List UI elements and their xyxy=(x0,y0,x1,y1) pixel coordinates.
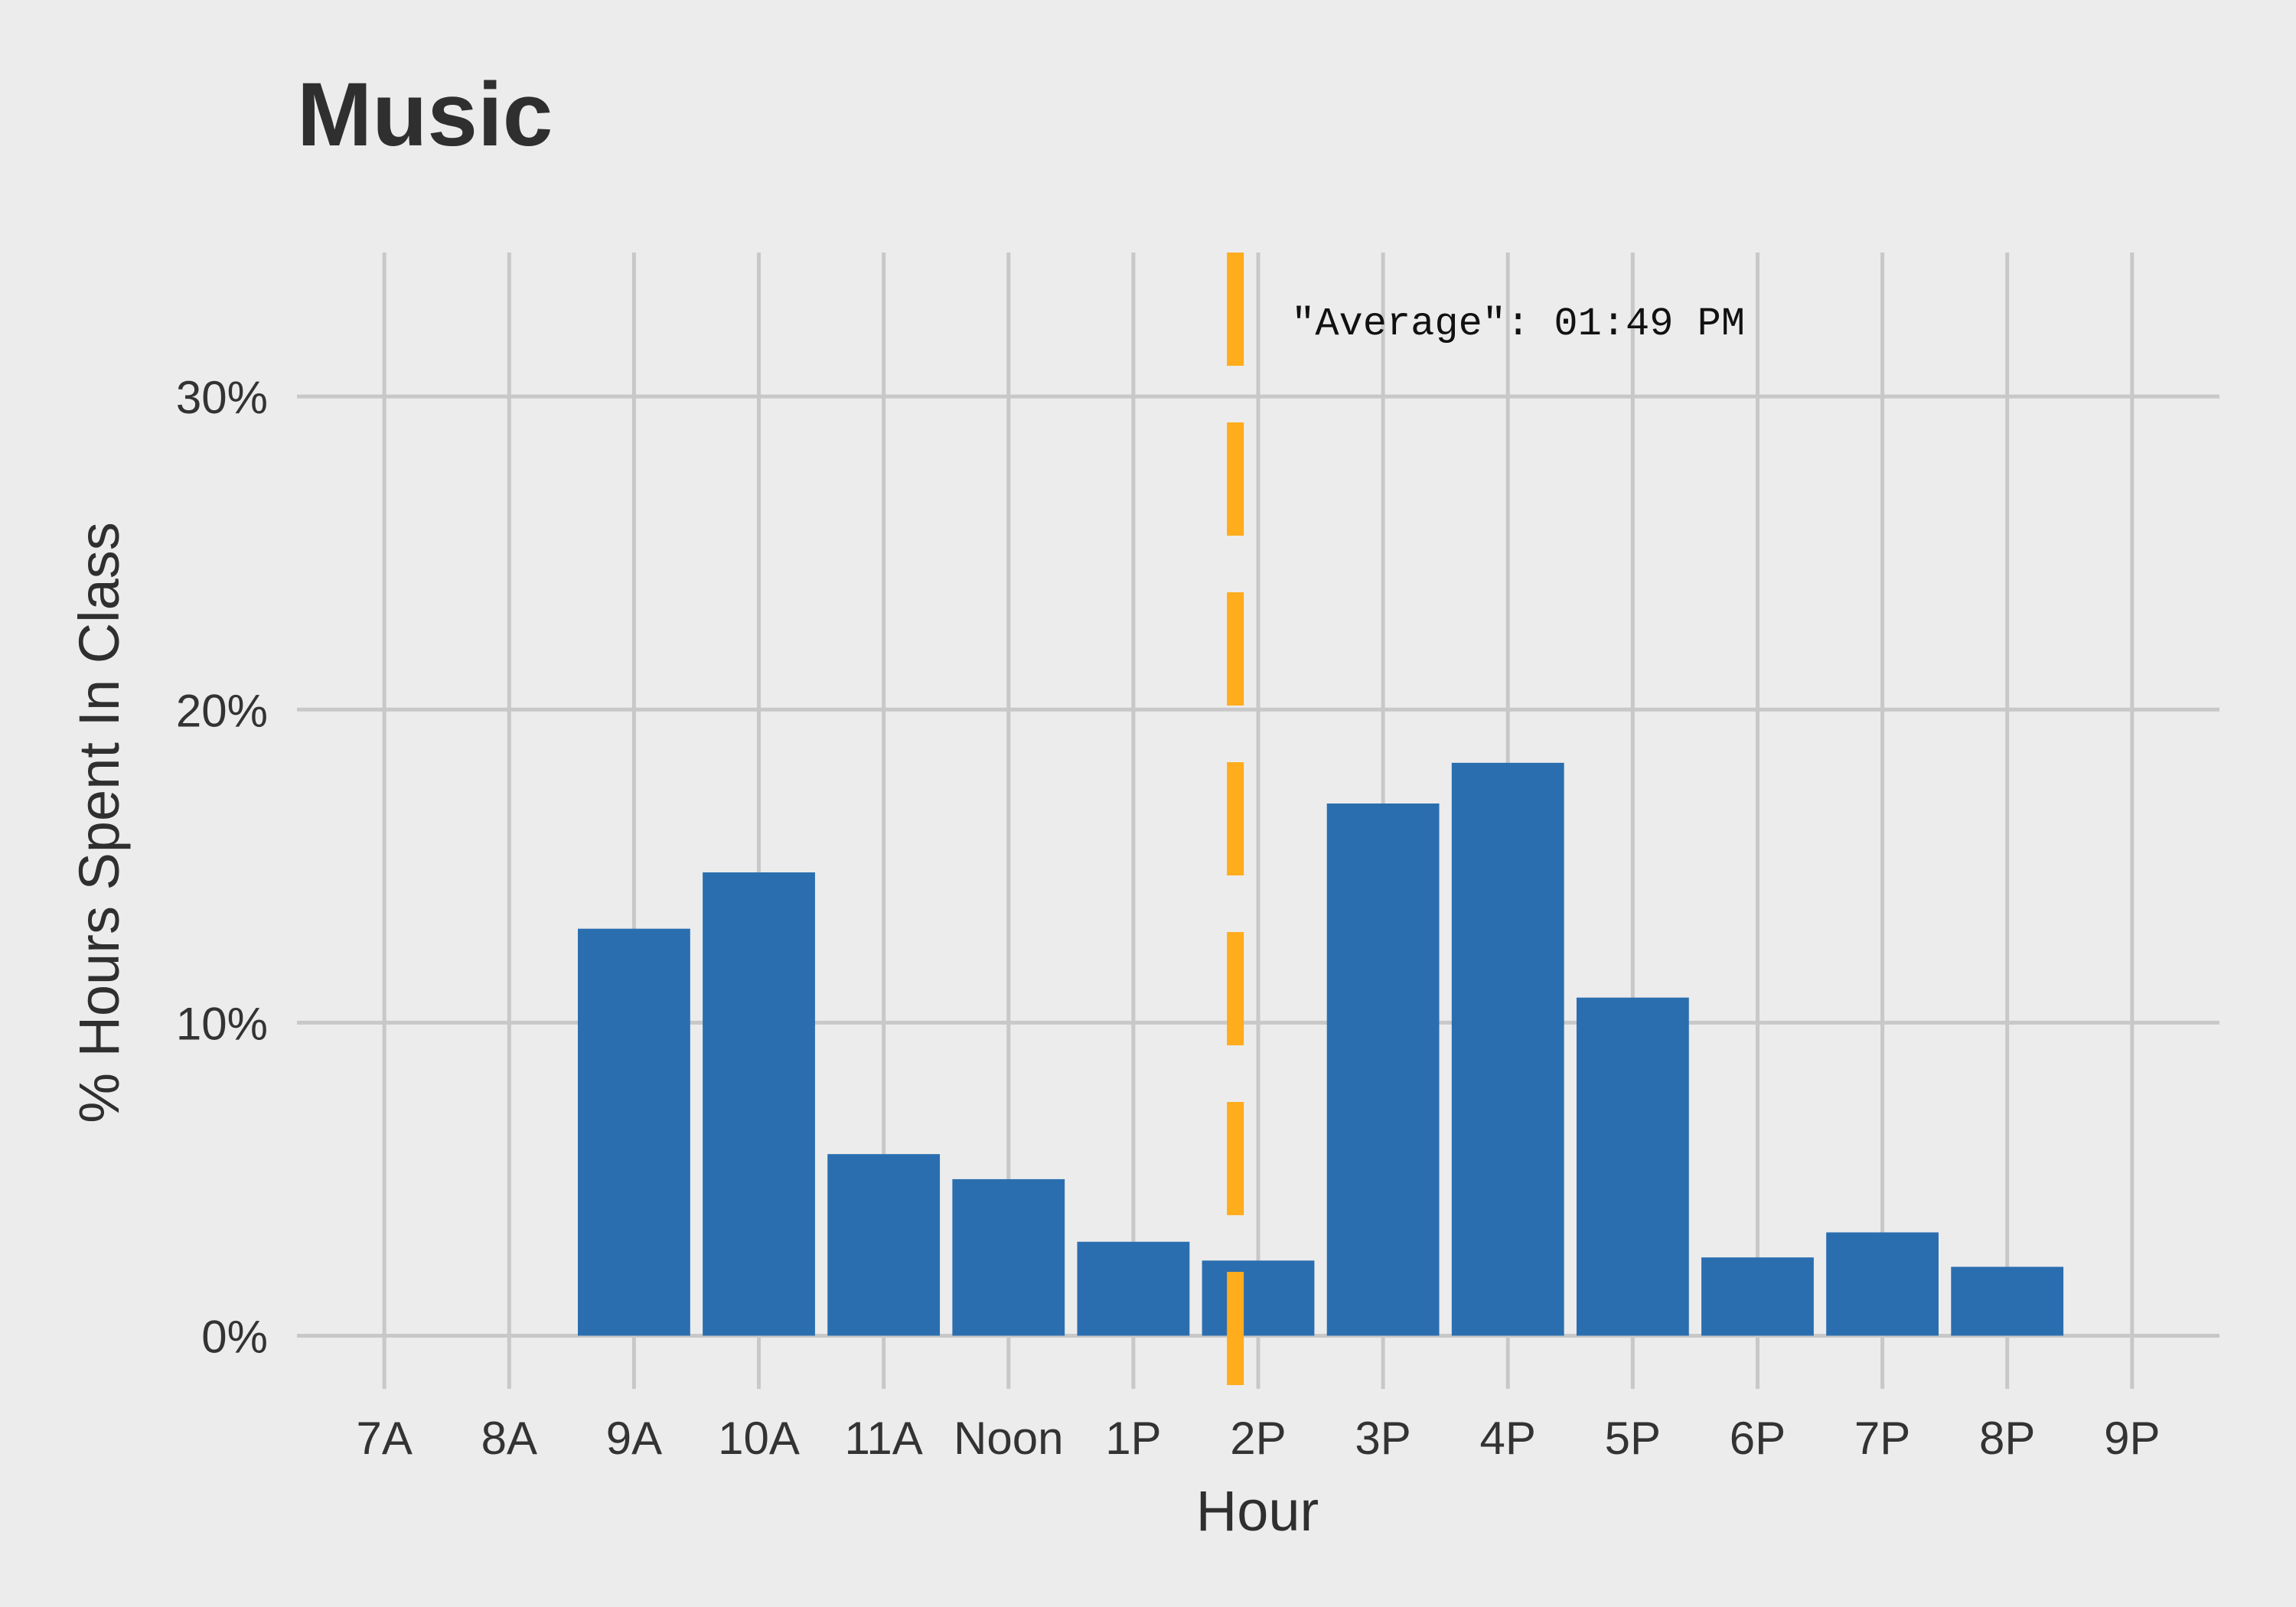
y-tick-label: 0% xyxy=(201,1311,268,1362)
bar xyxy=(1326,804,1440,1336)
average-marker: "Average": 01:49 PM xyxy=(1227,253,1745,1389)
x-tick-label: 2P xyxy=(1230,1413,1286,1464)
bar xyxy=(827,1154,941,1336)
chart-title: Music xyxy=(297,64,553,165)
x-tick-label: 7A xyxy=(356,1413,412,1464)
x-tick-label: 1P xyxy=(1105,1413,1161,1464)
bar xyxy=(952,1178,1065,1336)
bars xyxy=(578,762,2064,1336)
bar xyxy=(1451,762,1564,1336)
x-tick-label: 4P xyxy=(1480,1413,1536,1464)
y-tick-label: 30% xyxy=(176,372,268,423)
y-tick-labels: 0% 10% 20% 30% xyxy=(176,372,268,1362)
x-tick-label: 9P xyxy=(2104,1413,2160,1464)
x-axis-title: Hour xyxy=(1196,1479,1319,1543)
bar xyxy=(1701,1257,1814,1336)
x-tick-label: 9A xyxy=(606,1413,662,1464)
x-tick-label: 8P xyxy=(1979,1413,2035,1464)
bar xyxy=(1576,997,1689,1336)
bar xyxy=(1077,1241,1190,1336)
x-tick-label: 6P xyxy=(1730,1413,1786,1464)
x-tick-label: 8A xyxy=(481,1413,537,1464)
bar xyxy=(1202,1260,1315,1336)
y-tick-label: 20% xyxy=(176,685,268,736)
bar xyxy=(703,872,815,1336)
average-annotation: "Average": 01:49 PM xyxy=(1291,302,1745,347)
x-tick-label: 10A xyxy=(718,1413,800,1464)
x-tick-label: 7P xyxy=(1854,1413,1910,1464)
x-tick-label: Noon xyxy=(954,1413,1063,1464)
x-tick-labels: 7A 8A 9A 10A 11A Noon 1P 2P 3P 4P 5P 6P 7P 8P 9P xyxy=(356,1413,2160,1464)
x-tick-label: 5P xyxy=(1605,1413,1661,1464)
x-gridlines xyxy=(382,253,2135,1389)
y-tick-label: 10% xyxy=(176,998,268,1049)
bar xyxy=(578,928,690,1336)
x-tick-label: 3P xyxy=(1355,1413,1411,1464)
bar xyxy=(1951,1266,2064,1336)
x-tick-label: 11A xyxy=(844,1413,922,1464)
bar xyxy=(1826,1232,1939,1336)
y-axis-title: % Hours Spent In Class xyxy=(67,522,131,1123)
